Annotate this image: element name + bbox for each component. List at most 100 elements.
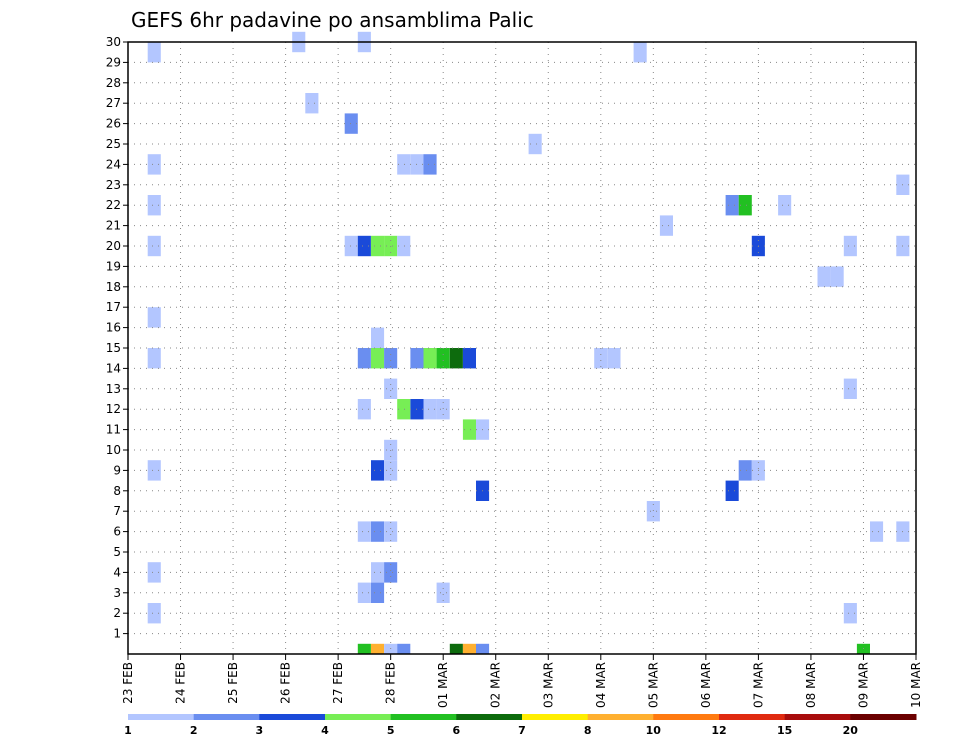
colorbar-label: 3 xyxy=(255,724,263,737)
y-tick-label: 12 xyxy=(106,402,121,416)
y-tick-label: 6 xyxy=(113,525,121,539)
chart-title: GEFS 6hr padavine po ansamblima Palic xyxy=(131,8,534,32)
colorbar-swatch xyxy=(784,714,851,720)
heatmap-cell xyxy=(147,307,161,328)
y-tick-label: 24 xyxy=(106,157,121,171)
heatmap-cell xyxy=(817,266,831,287)
heatmap-cell xyxy=(147,562,161,583)
heatmap-cell xyxy=(371,235,385,257)
x-tick-label: 25 FEB xyxy=(226,662,240,704)
heatmap-cell xyxy=(371,348,385,369)
colorbar-swatch xyxy=(522,714,589,720)
y-tick-label: 2 xyxy=(113,606,121,620)
heatmap-cell xyxy=(357,582,371,603)
x-tick-label: 26 FEB xyxy=(279,662,293,704)
x-tick-label: 04 MAR xyxy=(594,662,608,708)
heatmap-cell xyxy=(778,195,792,216)
colorbar-label: 7 xyxy=(518,724,526,737)
heatmap-cell xyxy=(830,266,844,287)
heatmap-cell xyxy=(436,399,450,420)
heatmap-cell xyxy=(843,603,857,624)
heatmap-cell xyxy=(397,399,411,420)
colorbar-swatch xyxy=(456,714,523,720)
heatmap-cell xyxy=(357,399,371,420)
y-tick-label: 7 xyxy=(113,504,121,518)
heatmap-cell xyxy=(344,235,358,257)
x-tick-label: 24 FEB xyxy=(174,662,188,704)
heatmap-cell xyxy=(725,195,739,216)
heatmap-cell xyxy=(371,327,385,348)
heatmap-cell xyxy=(384,378,398,399)
y-tick-label: 29 xyxy=(106,55,121,69)
colorbar-label: 10 xyxy=(646,724,662,737)
colorbar-label: 6 xyxy=(452,724,460,737)
heatmap-cell xyxy=(843,378,857,399)
heatmap-cell xyxy=(738,460,752,481)
y-tick-label: 11 xyxy=(106,423,121,437)
x-tick-label: 07 MAR xyxy=(751,662,765,708)
heatmap-cell xyxy=(870,521,884,542)
y-tick-label: 17 xyxy=(106,300,121,314)
x-axis-ticks: 23 FEB 24 FEB 25 FEB 26 FEB 27 FEB 28 FEB 01 M… xyxy=(121,654,923,708)
heatmap-cell xyxy=(725,480,739,501)
y-tick-label: 4 xyxy=(113,565,121,579)
y-tick-label: 3 xyxy=(113,586,121,600)
colorbar-label: 12 xyxy=(711,724,726,737)
x-tick-label: 03 MAR xyxy=(541,662,555,708)
heatmap-cells xyxy=(147,31,910,654)
y-tick-label: 25 xyxy=(106,137,121,151)
y-tick-label: 26 xyxy=(106,117,121,131)
plot-frame xyxy=(127,41,917,655)
y-axis-ticks: 1234567891011121314151617181920212223242… xyxy=(106,35,128,641)
heatmap-cell xyxy=(357,521,371,542)
heatmap-cell xyxy=(147,154,161,175)
colorbar-label: 8 xyxy=(584,724,592,737)
heatmap-cell xyxy=(147,195,161,216)
heatmap-cell xyxy=(423,348,437,369)
heatmap-cell xyxy=(646,501,660,522)
heatmap-cell xyxy=(436,348,450,369)
heatmap-cell xyxy=(738,195,752,216)
x-tick-label: 10 MAR xyxy=(909,662,923,708)
colorbar-label: 5 xyxy=(387,724,395,737)
heatmap-cell xyxy=(462,348,476,369)
heatmap-cell xyxy=(436,582,450,603)
heatmap-cell xyxy=(371,562,385,583)
heatmap-cell xyxy=(449,643,463,654)
heatmap-cell xyxy=(305,93,319,114)
heatmap-cell xyxy=(357,348,371,369)
heatmap-cell xyxy=(423,154,437,175)
heatmap-cell xyxy=(843,235,857,257)
colorbar-label: 20 xyxy=(843,724,859,737)
colorbar-swatch xyxy=(587,714,654,720)
y-tick-label: 5 xyxy=(113,545,121,559)
y-tick-label: 16 xyxy=(106,321,121,335)
heatmap-cell xyxy=(147,460,161,481)
colorbar-label: 15 xyxy=(777,724,792,737)
heatmap-cell xyxy=(371,582,385,603)
heatmap-cell xyxy=(397,643,411,654)
y-tick-label: 18 xyxy=(106,280,121,294)
grid-lines xyxy=(128,41,916,654)
heatmap-cell xyxy=(384,348,398,369)
heatmap-cell xyxy=(147,42,161,63)
heatmap-cell xyxy=(449,348,463,369)
y-tick-label: 20 xyxy=(106,239,121,253)
y-tick-label: 23 xyxy=(106,178,121,192)
x-tick-label: 02 MAR xyxy=(489,662,503,708)
heatmap-cell xyxy=(147,348,161,369)
heatmap-cell xyxy=(423,399,437,420)
colorbar-label: 4 xyxy=(321,724,329,737)
colorbar-swatch xyxy=(259,714,326,720)
y-tick-label: 9 xyxy=(113,463,121,477)
heatmap-cell xyxy=(594,348,608,369)
heatmap-cell xyxy=(476,643,490,654)
y-tick-label: 22 xyxy=(106,198,121,212)
heatmap-cell xyxy=(371,643,385,654)
x-tick-label: 09 MAR xyxy=(856,662,870,708)
colorbar-swatch xyxy=(850,714,917,720)
x-tick-label: 08 MAR xyxy=(804,662,818,708)
colorbar-label: 2 xyxy=(190,724,198,737)
y-tick-label: 28 xyxy=(106,76,121,90)
